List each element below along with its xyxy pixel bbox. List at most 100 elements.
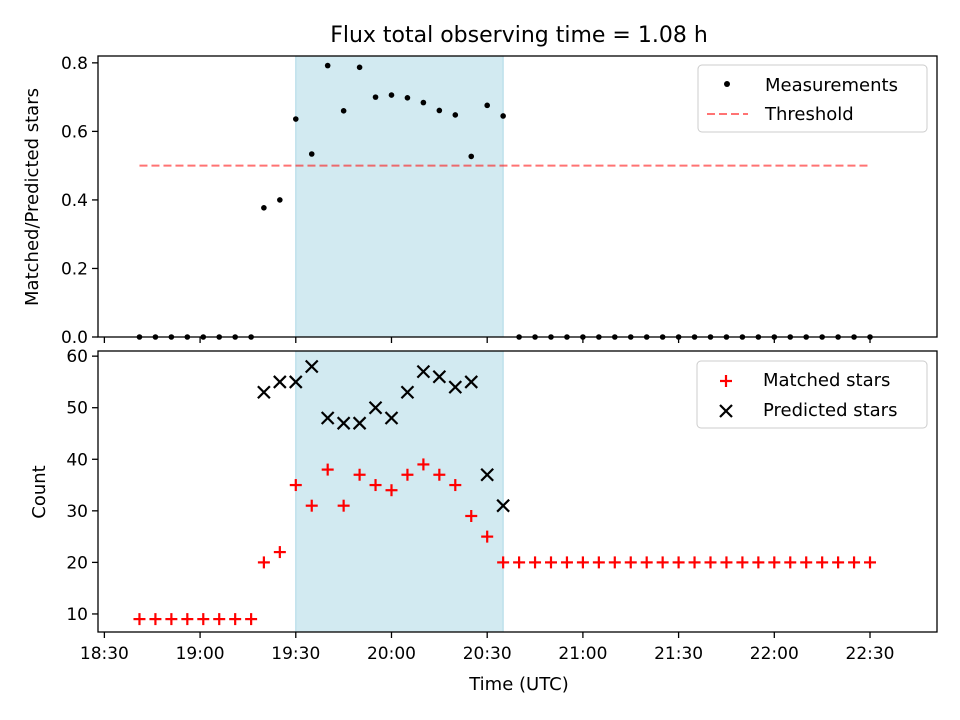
matched-star-point [576, 556, 589, 569]
top-observing-span [295, 55, 504, 338]
matched-star-point [289, 479, 302, 492]
top-y-axis-label: Matched/Predicted stars [22, 88, 43, 306]
matched-star-point [181, 613, 194, 626]
x-tick-label: 21:00 [558, 644, 607, 664]
measurement-point [308, 151, 315, 157]
measurement-point [468, 153, 475, 160]
measurement-point [404, 95, 411, 101]
matched-star-point [229, 613, 242, 626]
bottom-y-ticks: 10 20 30 40 50 60 [66, 347, 98, 625]
matched-star-point [197, 613, 210, 626]
predicted-star-point [464, 375, 479, 389]
legend-predicted-label: Predicted stars [763, 400, 897, 421]
matched-star-point [449, 479, 462, 492]
matched-star-point [672, 556, 685, 569]
bottom-legend: Matched stars Predicted stars [696, 360, 928, 429]
legend-measurements-label: Measurements [765, 75, 898, 96]
matched-star-point [864, 556, 877, 569]
bottom-observing-span [295, 350, 504, 633]
predicted-star-point [480, 467, 494, 482]
matched-star-point [369, 479, 382, 492]
top-y-tick-label: 0.8 [61, 54, 88, 74]
predicted-star-point [368, 400, 383, 415]
matched-star-point [337, 499, 350, 512]
matched-star-point [497, 556, 510, 569]
matched-star-point [656, 556, 669, 569]
predicted-star-point [352, 416, 367, 430]
matched-star-point [832, 556, 845, 569]
legend-matched-label: Matched stars [763, 370, 890, 391]
bottom-y-axis-label: Count [29, 465, 50, 518]
matched-star-point [321, 463, 334, 476]
top-legend: Measurements Threshold [697, 64, 928, 133]
matched-star-point [688, 556, 701, 569]
top-y-tick-label: 0.0 [61, 328, 88, 348]
top-panel: 0.00.20.40.60.8 Matched/Predicted stars … [22, 54, 938, 348]
measurement-point [420, 99, 427, 106]
matched-star-point [465, 509, 478, 522]
measurements-points [136, 62, 873, 340]
matched-star-point [273, 546, 286, 559]
bottom-y-tick-label: 30 [66, 502, 88, 522]
legend-measurements-marker [724, 81, 730, 87]
measurement-point [372, 94, 379, 100]
bottom-y-tick-label: 20 [66, 553, 88, 573]
predicted-star-point [289, 375, 303, 389]
matched-star-point [353, 468, 366, 481]
matched-star-point [213, 613, 226, 626]
predicted-star-point [416, 364, 431, 379]
predicted-star-point [448, 380, 463, 394]
matched-star-point [133, 613, 146, 626]
matched-star-point [245, 613, 258, 626]
matched-star-point [257, 556, 270, 569]
bottom-legend-box [696, 360, 928, 429]
x-tick-label: 22:00 [750, 644, 799, 664]
x-tick-label: 22:30 [846, 644, 895, 664]
predicted-star-point [384, 411, 399, 425]
matched-star-point [544, 556, 557, 569]
predicted-stars-points [257, 359, 510, 513]
matched-star-point [592, 556, 605, 569]
x-tick-label: 20:00 [367, 644, 416, 664]
matched-star-point [752, 556, 765, 569]
top-y-tick-label: 0.4 [61, 191, 88, 211]
measurement-point [324, 62, 331, 69]
top-y-tick-label: 0.2 [61, 259, 88, 279]
top-y-ticks: 0.0 0.2 0.4 0.6 0.8 [61, 54, 98, 348]
predicted-star-point [257, 385, 271, 400]
matched-star-point [149, 613, 162, 626]
bottom-y-tick-label: 50 [66, 399, 88, 419]
bottom-axes-frame [97, 350, 938, 633]
measurement-point [340, 108, 347, 114]
bottom-panel: 10 20 30 40 50 60 18:30 19:00 19:30 20:00 20:30 21… [29, 347, 938, 695]
measurement-point [500, 113, 506, 119]
top-y-tick-label: 0.6 [61, 122, 88, 142]
matched-star-point [784, 556, 797, 569]
matched-star-point [433, 468, 446, 481]
predicted-star-point [273, 375, 287, 389]
matched-star-point [800, 556, 813, 569]
x-tick-label: 19:00 [176, 644, 225, 664]
matched-star-point [736, 556, 749, 569]
measurement-point [356, 64, 363, 71]
matched-star-point [624, 556, 637, 569]
bottom-x-ticks: 18:30 19:00 19:30 20:00 20:30 21:00 21:30 22:00… [80, 632, 895, 664]
matched-star-point [720, 556, 733, 569]
x-tick-label: 20:30 [463, 644, 512, 664]
measurement-point [452, 112, 459, 118]
matched-star-point [165, 613, 178, 626]
matched-star-point [848, 556, 861, 569]
predicted-star-point [432, 370, 447, 384]
bottom-y-tick-label: 60 [66, 347, 88, 367]
matched-star-point [401, 468, 414, 481]
measurement-point [484, 102, 490, 109]
x-tick-label: 18:30 [80, 644, 129, 664]
matched-star-point [305, 499, 318, 512]
legend-threshold-label: Threshold [764, 104, 854, 125]
measurement-point [261, 205, 267, 211]
x-tick-label: 19:30 [271, 644, 320, 664]
matched-star-point [385, 484, 398, 497]
measurement-point [277, 197, 283, 203]
matched-star-point [608, 556, 621, 569]
matched-star-point [816, 556, 829, 569]
